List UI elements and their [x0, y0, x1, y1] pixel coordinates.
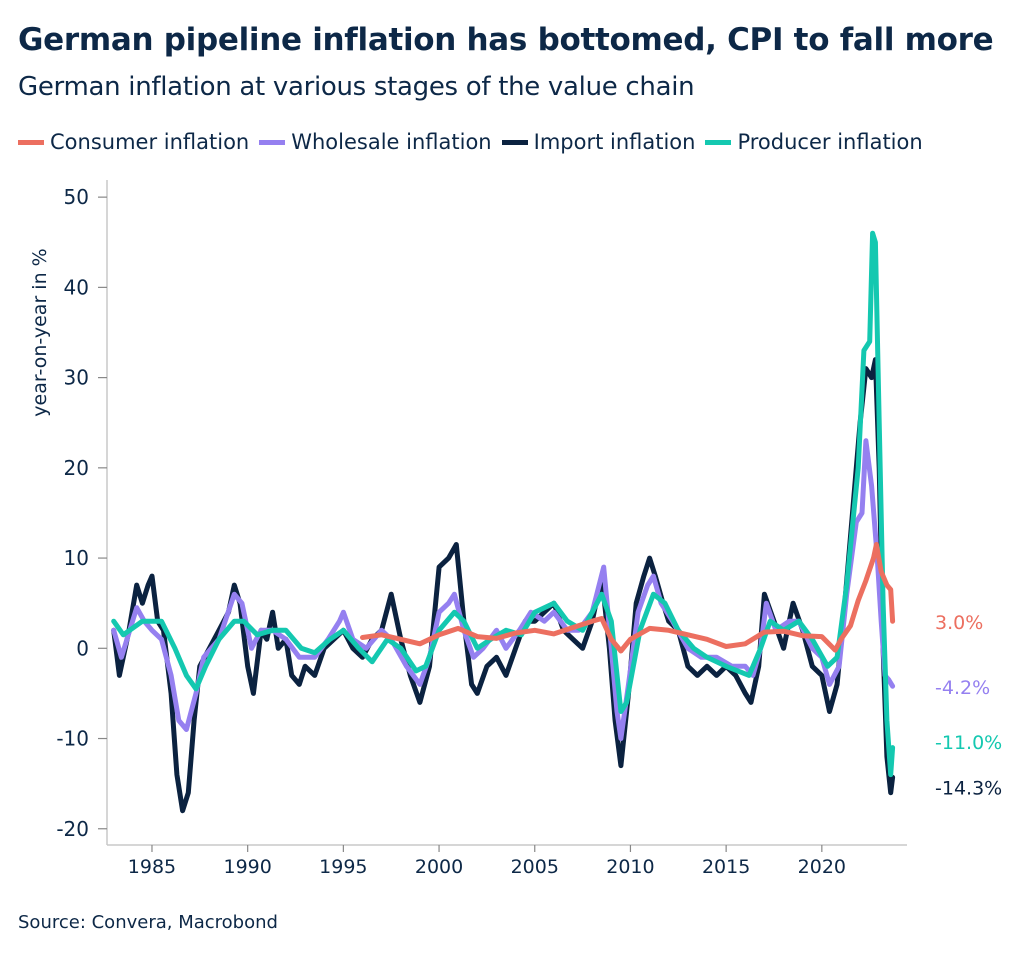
- source-note: Source: Convera, Macrobond: [18, 912, 278, 933]
- y-tick-label: 0: [76, 636, 89, 660]
- series-line-producer-inflation: [111, 230, 896, 778]
- y-tick-label: 30: [64, 366, 89, 390]
- legend-label: Producer inflation: [737, 130, 923, 154]
- legend-item-consumer: Consumer inflation: [18, 130, 249, 154]
- y-tick-label: -10: [56, 727, 89, 751]
- x-tick-label: 2005: [511, 856, 559, 878]
- x-tick-label: 1985: [128, 856, 176, 878]
- legend-item-wholesale: Wholesale inflation: [259, 130, 492, 154]
- x-tick-label: 2015: [702, 856, 750, 878]
- legend-item-import: Import inflation: [501, 130, 696, 154]
- x-tick-label: 2010: [606, 856, 654, 878]
- legend-swatch: [705, 139, 732, 145]
- x-tick-label: 2000: [415, 856, 463, 878]
- chart-title: German pipeline inflation has bottomed, …: [18, 22, 994, 58]
- y-tick-label: 40: [64, 275, 89, 299]
- y-tick-label: -20: [56, 817, 89, 841]
- y-axis-label: year-on-year in %: [29, 248, 51, 416]
- end-value-label: 3.0%: [935, 612, 983, 634]
- end-value-label: -4.2%: [935, 677, 990, 699]
- y-tick-label: 50: [64, 185, 89, 209]
- legend-label: Consumer inflation: [50, 130, 250, 154]
- legend-swatch: [259, 139, 286, 145]
- end-value-label: -14.3%: [935, 777, 1002, 799]
- chart-subtitle: German inflation at various stages of th…: [18, 72, 695, 102]
- x-tick-label: 2020: [798, 856, 846, 878]
- end-value-label: -11.0%: [935, 732, 1002, 754]
- x-tick-label: 1990: [223, 856, 271, 878]
- legend-swatch: [18, 139, 44, 145]
- legend-item-producer: Producer inflation: [705, 130, 923, 154]
- y-tick-label: 10: [64, 546, 89, 570]
- legend-swatch: [501, 139, 528, 145]
- legend-label: Wholesale inflation: [291, 130, 492, 154]
- series-line-consumer-inflation: [360, 542, 896, 654]
- series-line-wholesale-inflation: [111, 438, 896, 741]
- legend-label: Import inflation: [533, 130, 696, 154]
- y-tick-label: 20: [64, 456, 89, 480]
- x-tick-label: 1995: [319, 856, 367, 878]
- series-line-import-inflation: [111, 357, 896, 814]
- legend: Consumer inflation Wholesale inflation I…: [18, 130, 923, 154]
